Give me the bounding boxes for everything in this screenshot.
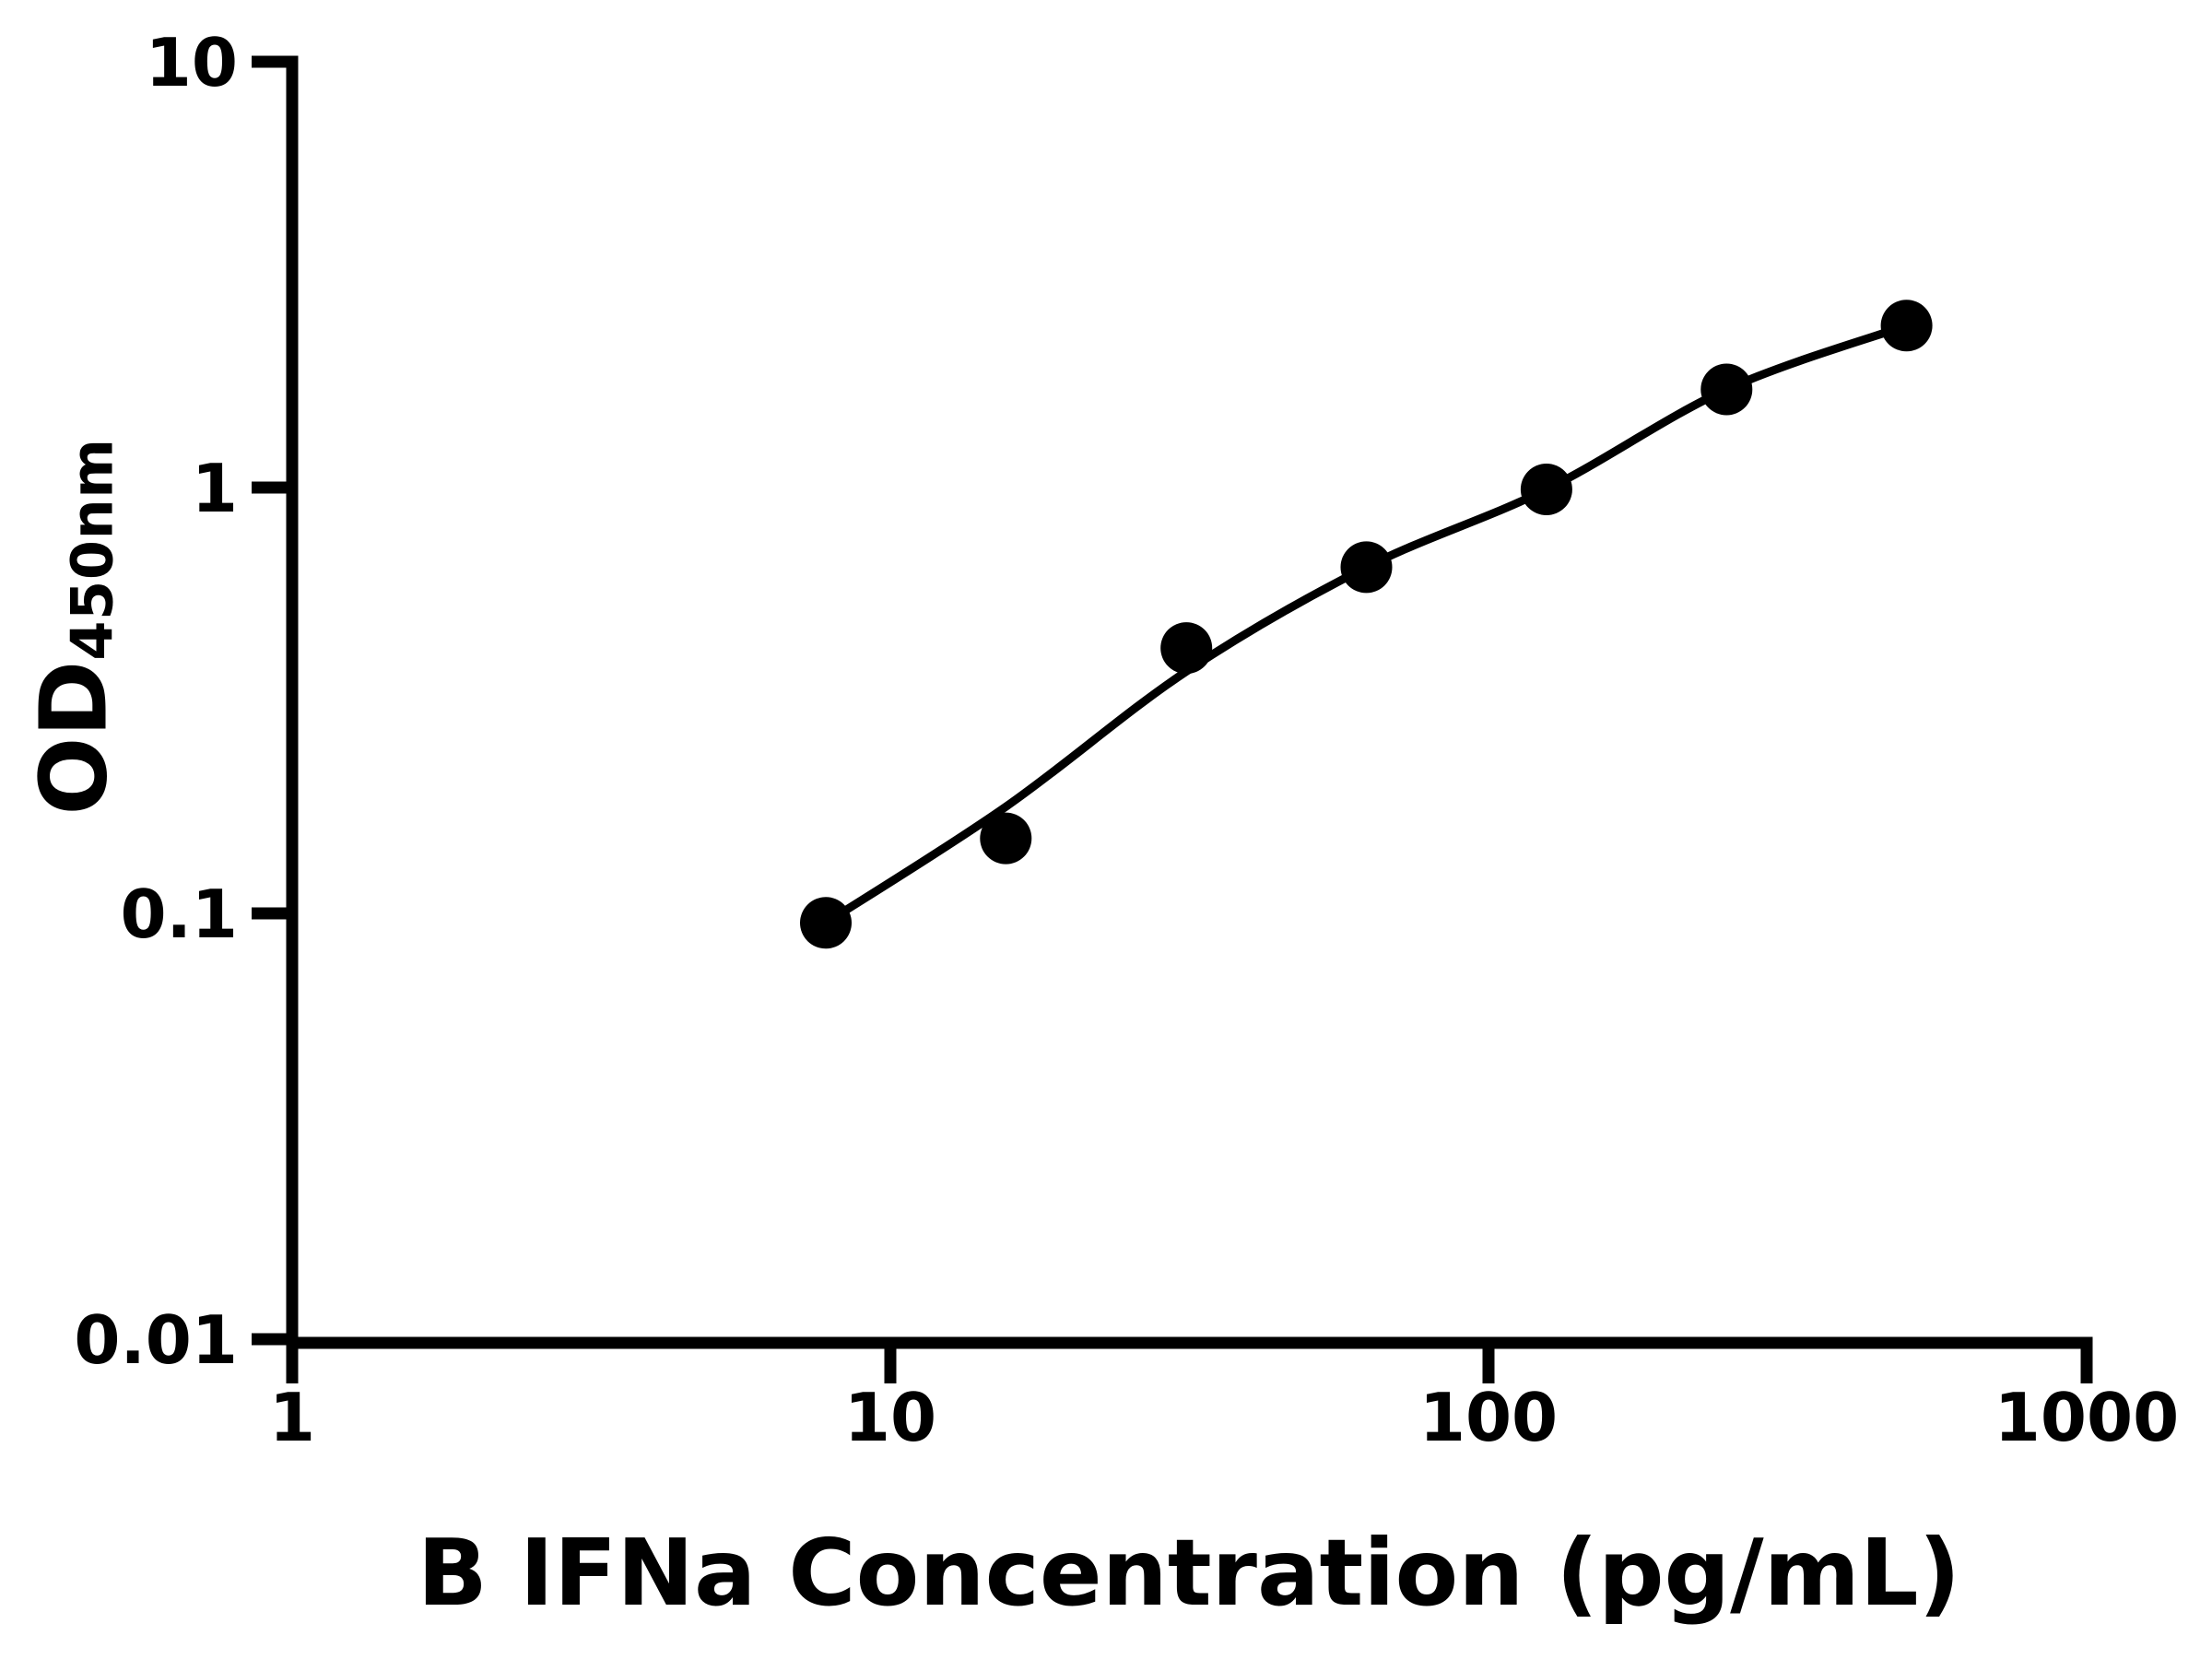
- x-axis-title: B IFNa Concentration (pg/mL): [417, 1519, 1961, 1627]
- data-point: [800, 897, 852, 949]
- data-point: [1880, 300, 1933, 352]
- y-tick-label: 1: [192, 450, 238, 527]
- y-axis-title-subscript: 450nm: [58, 438, 126, 661]
- y-tick-label: 10: [146, 24, 238, 101]
- x-tick-label: 100: [1419, 1379, 1558, 1456]
- data-point: [1700, 363, 1753, 416]
- y-tick-label: 0.1: [120, 876, 238, 953]
- data-point: [1520, 464, 1572, 515]
- data-point: [1160, 622, 1213, 675]
- y-tick-label: 0.01: [74, 1301, 238, 1379]
- data-point: [980, 812, 1032, 865]
- x-tick-label: 1: [269, 1379, 315, 1456]
- x-tick-label: 10: [844, 1379, 936, 1456]
- x-tick-label: 1000: [1994, 1379, 2179, 1456]
- y-axis-title: OD450nm: [20, 438, 128, 815]
- y-axis-title-main: OD: [19, 660, 128, 816]
- data-point: [1340, 541, 1393, 594]
